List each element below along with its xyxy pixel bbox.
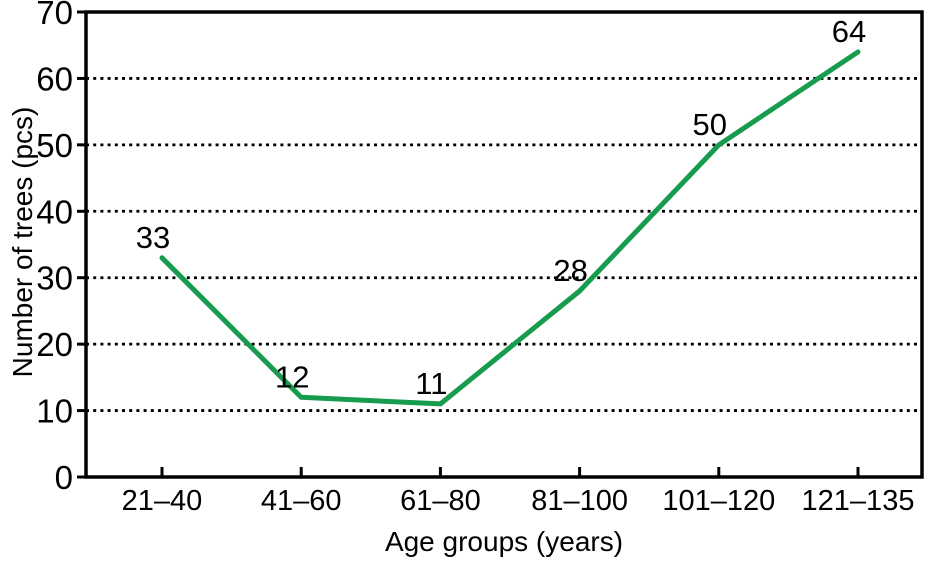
point-label-0: 33	[136, 220, 170, 255]
plot-border	[84, 10, 924, 479]
x-axis-title: Age groups (years)	[385, 526, 623, 557]
y-tick-label-70: 70	[36, 0, 73, 31]
y-tick-label-20: 20	[36, 326, 73, 363]
y-tick-label-50: 50	[36, 127, 73, 164]
y-tick-label-60: 60	[36, 60, 73, 97]
y-axis-title: Number of trees (pcs)	[7, 107, 38, 378]
y-tick-label-10: 10	[36, 393, 73, 430]
point-label-2: 11	[415, 366, 447, 401]
axis-ticks: 0 10 20 30 40 50 60 70 21–40 41–60 61–80 81–100 101–…	[36, 0, 914, 517]
point-label-3: 28	[553, 253, 587, 288]
y-tick-label-40: 40	[36, 193, 73, 230]
point-label-4: 50	[693, 107, 727, 142]
x-tick-label-3: 81–100	[531, 485, 628, 517]
point-labels: 33 12 11 28 50 64	[136, 14, 866, 401]
data-line	[159, 49, 861, 407]
x-tick-label-2: 61–80	[400, 485, 481, 517]
x-tick-label-4: 101–120	[662, 485, 775, 517]
point-label-5: 64	[832, 14, 866, 49]
point-label-1: 12	[275, 359, 309, 394]
data-series	[159, 49, 861, 407]
x-tick-label-0: 21–40	[122, 485, 203, 517]
gridlines	[86, 77, 922, 412]
y-tick-label-30: 30	[36, 260, 73, 297]
x-tick-label-1: 41–60	[261, 485, 342, 517]
y-tick-label-0: 0	[55, 459, 73, 496]
x-tick-label-5: 121–135	[802, 485, 915, 517]
